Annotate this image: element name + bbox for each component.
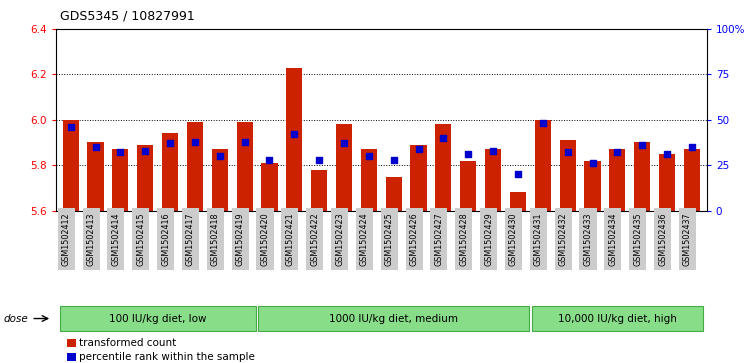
Point <box>388 157 400 163</box>
Text: GSM1502414: GSM1502414 <box>112 212 121 266</box>
Point <box>363 153 375 159</box>
Bar <box>137 145 153 211</box>
Text: GSM1502422: GSM1502422 <box>310 212 319 266</box>
Text: GSM1502435: GSM1502435 <box>633 212 642 266</box>
Point <box>636 142 648 148</box>
Text: GSM1502416: GSM1502416 <box>161 212 170 266</box>
Text: GSM1502421: GSM1502421 <box>286 212 295 266</box>
Text: GSM1502436: GSM1502436 <box>658 212 667 266</box>
Point <box>164 140 176 146</box>
Point <box>115 150 126 155</box>
Text: GSM1502413: GSM1502413 <box>86 212 95 266</box>
Text: 1000 IU/kg diet, medium: 1000 IU/kg diet, medium <box>330 314 458 323</box>
Bar <box>485 149 501 211</box>
Text: GSM1502429: GSM1502429 <box>484 212 493 266</box>
Point <box>313 157 325 163</box>
Text: GSM1502415: GSM1502415 <box>136 212 145 266</box>
Bar <box>510 192 526 211</box>
Bar <box>609 149 626 211</box>
Point <box>686 144 698 150</box>
Text: GSM1502425: GSM1502425 <box>385 212 394 266</box>
Text: 10,000 IU/kg diet, high: 10,000 IU/kg diet, high <box>558 314 677 323</box>
Bar <box>212 149 228 211</box>
Bar <box>461 160 476 211</box>
Bar <box>535 120 551 211</box>
Point <box>437 135 449 141</box>
Text: GSM1502427: GSM1502427 <box>434 212 443 266</box>
Bar <box>311 170 327 211</box>
Text: percentile rank within the sample: percentile rank within the sample <box>79 352 254 362</box>
Bar <box>62 120 79 211</box>
Point <box>289 131 301 137</box>
Point <box>338 140 350 146</box>
Bar <box>361 149 377 211</box>
Text: dose: dose <box>4 314 28 323</box>
Bar <box>659 154 675 211</box>
Point <box>537 121 549 126</box>
Text: GSM1502434: GSM1502434 <box>609 212 618 266</box>
Text: 100 IU/kg diet, low: 100 IU/kg diet, low <box>109 314 206 323</box>
Point <box>263 157 275 163</box>
Text: GSM1502430: GSM1502430 <box>509 212 518 266</box>
Point <box>139 148 151 154</box>
FancyBboxPatch shape <box>532 306 703 331</box>
Text: GDS5345 / 10827991: GDS5345 / 10827991 <box>60 9 194 22</box>
Bar <box>336 124 352 211</box>
Point <box>65 124 77 130</box>
FancyBboxPatch shape <box>60 306 256 331</box>
Point <box>612 150 623 155</box>
Bar <box>585 160 600 211</box>
FancyBboxPatch shape <box>258 306 529 331</box>
Text: GSM1502423: GSM1502423 <box>335 212 344 266</box>
Text: GSM1502412: GSM1502412 <box>62 212 71 266</box>
Bar <box>435 124 452 211</box>
Bar <box>187 122 203 211</box>
Point <box>189 139 201 144</box>
Point <box>89 144 101 150</box>
Point <box>487 148 499 154</box>
Text: GSM1502432: GSM1502432 <box>559 212 568 266</box>
Bar <box>411 145 426 211</box>
Bar <box>88 142 103 211</box>
Text: GSM1502418: GSM1502418 <box>211 212 219 266</box>
Bar <box>684 149 700 211</box>
Point <box>214 153 225 159</box>
Bar <box>559 140 576 211</box>
Bar <box>112 149 129 211</box>
Text: GSM1502426: GSM1502426 <box>409 212 419 266</box>
Point <box>413 146 425 152</box>
Text: GSM1502420: GSM1502420 <box>260 212 269 266</box>
Text: GSM1502431: GSM1502431 <box>533 212 543 266</box>
Point <box>661 151 673 157</box>
Bar <box>162 133 178 211</box>
Bar <box>237 122 253 211</box>
Text: GSM1502419: GSM1502419 <box>236 212 245 266</box>
Bar <box>385 176 402 211</box>
Point <box>512 171 524 177</box>
Text: transformed count: transformed count <box>79 338 176 348</box>
Point <box>562 150 574 155</box>
Bar <box>286 68 302 211</box>
Point <box>239 139 251 144</box>
Text: GSM1502417: GSM1502417 <box>186 212 195 266</box>
Point <box>586 160 598 166</box>
Bar <box>261 163 278 211</box>
Text: GSM1502424: GSM1502424 <box>360 212 369 266</box>
Text: GSM1502433: GSM1502433 <box>583 212 592 266</box>
Text: GSM1502428: GSM1502428 <box>459 212 468 266</box>
Bar <box>634 142 650 211</box>
Text: GSM1502437: GSM1502437 <box>683 212 692 266</box>
Point <box>462 151 474 157</box>
